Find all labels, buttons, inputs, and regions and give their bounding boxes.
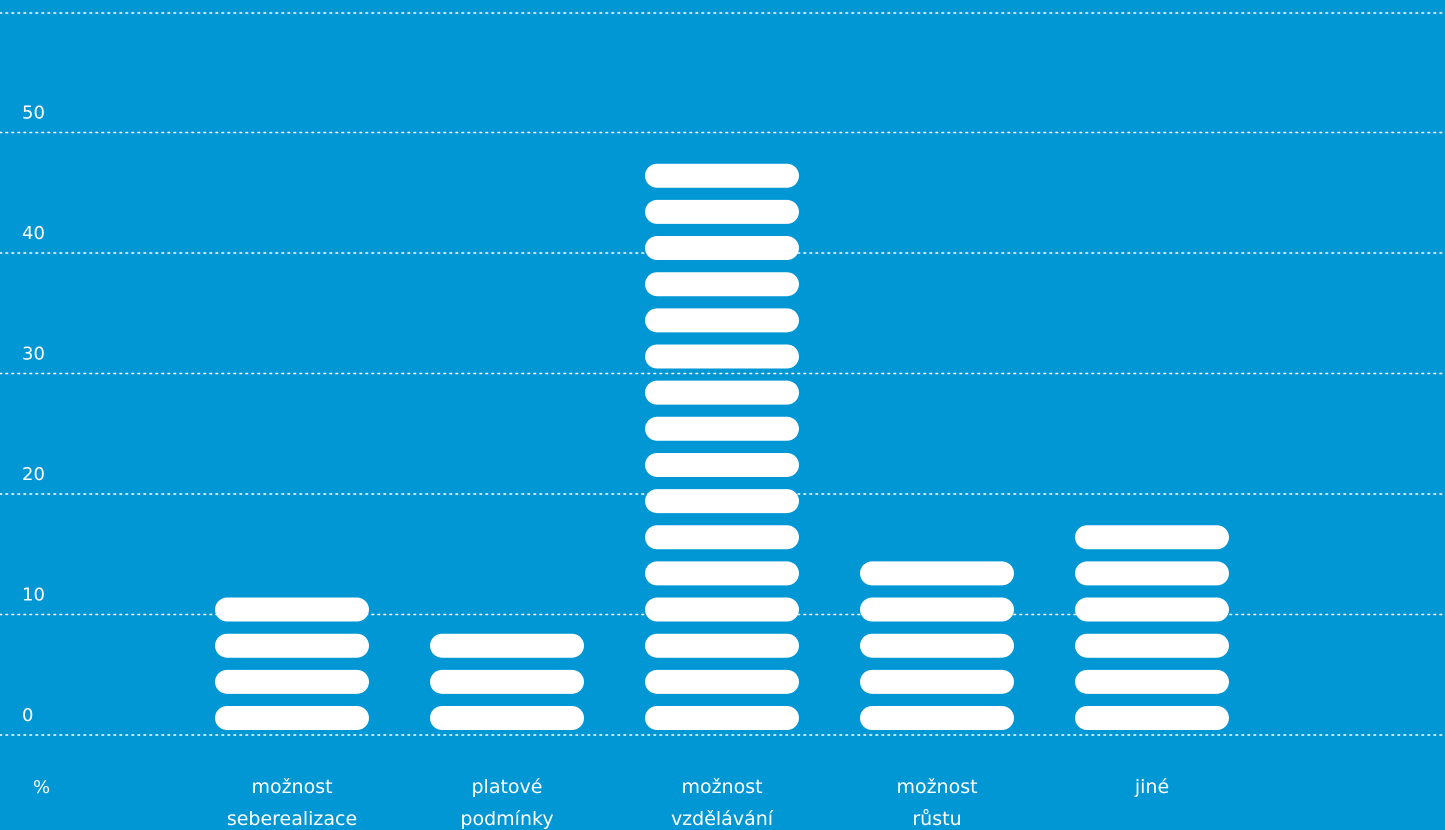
bar-segment [645,272,799,297]
bar-segment [1075,561,1229,586]
bar-segment [430,633,584,658]
bar-segment [860,597,1014,622]
category-label: možnost růstu [896,776,977,830]
bar-segment [645,308,799,333]
bar-segment [645,489,799,514]
y-axis-ticks: 0 10 20 30 40 50 [22,103,45,727]
bar [430,633,584,730]
bar-segment [430,669,584,694]
bar-segment [645,452,799,477]
y-tick-label: 40 [22,223,45,244]
bar-segment [860,561,1014,586]
bar-segment [1075,669,1229,694]
bar-segment [645,163,799,188]
bar-segment [1075,525,1229,550]
y-tick-label: 30 [22,344,45,365]
category-label: možnost seberealizace [227,776,357,830]
bar-segment [860,669,1014,694]
y-tick-label: 10 [22,585,45,606]
category-label: jiné [1134,776,1169,798]
bars [215,163,1229,730]
bar [215,597,369,730]
y-tick-label: 0 [22,705,33,726]
bar-segment [645,669,799,694]
y-tick-label: 50 [22,103,45,124]
bar-segment [645,380,799,405]
x-axis-labels: možnost seberealizace platové podmínky možno… [227,776,1169,830]
grid-lines [0,12,1445,736]
bar-segment [215,633,369,658]
category-label: platové podmínky [460,776,553,830]
bar-segment [860,633,1014,658]
bar-segment [645,633,799,658]
unit-label: % [33,777,50,798]
y-tick-label: 20 [22,464,45,485]
bar-segment [1075,633,1229,658]
bar-segment [645,597,799,622]
bar [1075,525,1229,730]
bar-segment [645,236,799,261]
bar-segment [215,706,369,730]
bar [860,561,1014,730]
bar-segment [645,416,799,441]
bar-segment [645,706,799,730]
bar-segment [430,706,584,730]
bar-segment [215,669,369,694]
category-label: možnost vzdělávání [671,776,774,830]
bar-segment [1075,706,1229,730]
bar-segment [645,199,799,224]
bar-segment [645,525,799,550]
bar-segment [215,597,369,622]
bar-segment [645,344,799,369]
bar-segment [645,561,799,586]
bar-segment [860,706,1014,730]
bar [645,163,799,730]
bar-segment [1075,597,1229,622]
